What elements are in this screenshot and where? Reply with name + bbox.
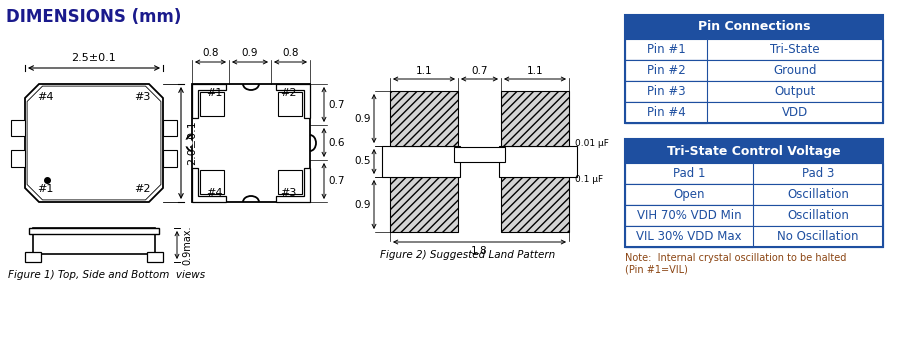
Text: Figure 2) Suggested Land Pattern: Figure 2) Suggested Land Pattern xyxy=(380,250,555,260)
Bar xyxy=(200,170,224,194)
Text: VIL 30% VDD Max: VIL 30% VDD Max xyxy=(636,230,742,243)
Bar xyxy=(625,102,883,123)
Text: 0.1 μF: 0.1 μF xyxy=(575,175,603,184)
Text: 0.9: 0.9 xyxy=(355,199,371,210)
Bar xyxy=(625,163,883,184)
Text: 0.8: 0.8 xyxy=(282,48,299,58)
Text: Tri-State Control Voltage: Tri-State Control Voltage xyxy=(667,145,841,158)
Text: Pin #1: Pin #1 xyxy=(647,43,685,56)
Bar xyxy=(382,146,460,177)
Polygon shape xyxy=(25,84,163,202)
Text: Pad 1: Pad 1 xyxy=(673,167,705,180)
Text: 0.7: 0.7 xyxy=(471,66,488,76)
Text: Note:  Internal crystal oscillation to be halted
(Pin #1=VIL): Note: Internal crystal oscillation to be… xyxy=(625,253,847,275)
Polygon shape xyxy=(192,84,226,118)
Bar xyxy=(625,81,707,102)
Bar xyxy=(163,150,177,167)
Text: 1.8: 1.8 xyxy=(471,246,488,256)
Polygon shape xyxy=(276,84,310,118)
Bar xyxy=(33,228,155,254)
Bar xyxy=(625,139,883,247)
Text: #2: #2 xyxy=(280,88,296,98)
Bar xyxy=(625,81,883,102)
Text: VIH 70% VDD Min: VIH 70% VDD Min xyxy=(637,209,742,222)
Text: Pin Connections: Pin Connections xyxy=(698,21,810,34)
Bar xyxy=(625,60,883,81)
Polygon shape xyxy=(27,86,161,200)
Bar xyxy=(625,184,883,205)
Polygon shape xyxy=(276,168,310,202)
Bar xyxy=(278,170,302,194)
Text: DIMENSIONS (mm): DIMENSIONS (mm) xyxy=(6,8,181,26)
Text: 0.7: 0.7 xyxy=(328,176,345,186)
Text: 1.1: 1.1 xyxy=(416,66,432,76)
Bar xyxy=(625,226,753,247)
Bar xyxy=(625,205,753,226)
Text: Output: Output xyxy=(774,85,815,98)
Text: Open: Open xyxy=(674,188,705,201)
Text: 0.5: 0.5 xyxy=(355,156,371,167)
Bar xyxy=(625,205,883,226)
Text: Pin #4: Pin #4 xyxy=(647,106,685,119)
Text: 2.5±0.1: 2.5±0.1 xyxy=(72,53,117,63)
Bar xyxy=(625,39,707,60)
Bar xyxy=(25,252,41,262)
Bar xyxy=(29,228,159,234)
Bar xyxy=(278,92,302,116)
Text: 0.9: 0.9 xyxy=(242,48,259,58)
Bar xyxy=(192,84,310,202)
Bar xyxy=(454,147,505,162)
Bar xyxy=(625,226,883,247)
Bar xyxy=(625,15,883,123)
Text: #1: #1 xyxy=(206,88,222,98)
Text: 0.8: 0.8 xyxy=(202,48,219,58)
Bar xyxy=(625,39,883,60)
Text: #3: #3 xyxy=(280,188,296,198)
Bar xyxy=(625,102,707,123)
Text: No Oscillation: No Oscillation xyxy=(778,230,858,243)
Text: 0.9: 0.9 xyxy=(355,113,371,124)
Bar xyxy=(625,139,883,163)
Text: #4: #4 xyxy=(37,92,54,102)
Text: Pad 3: Pad 3 xyxy=(802,167,834,180)
Text: Ground: Ground xyxy=(773,64,817,77)
Bar xyxy=(11,150,25,167)
Bar xyxy=(625,15,883,39)
Text: Figure 1) Top, Side and Bottom  views: Figure 1) Top, Side and Bottom views xyxy=(8,270,205,280)
Text: 0.01 μF: 0.01 μF xyxy=(575,139,609,148)
Text: Pin #3: Pin #3 xyxy=(647,85,685,98)
Bar xyxy=(11,119,25,136)
Bar xyxy=(625,60,707,81)
Text: #2: #2 xyxy=(135,184,151,194)
Text: Oscillation: Oscillation xyxy=(787,188,849,201)
Bar xyxy=(625,163,753,184)
Text: 2.0±0.1: 2.0±0.1 xyxy=(187,121,197,166)
Bar xyxy=(163,119,177,136)
Bar xyxy=(390,91,458,146)
Text: 0.9max.: 0.9max. xyxy=(182,225,192,265)
Bar xyxy=(625,184,753,205)
Text: Oscillation: Oscillation xyxy=(787,209,849,222)
Text: Tri-State: Tri-State xyxy=(770,43,820,56)
Bar xyxy=(200,92,224,116)
Text: VDD: VDD xyxy=(782,106,808,119)
Text: #4: #4 xyxy=(206,188,222,198)
Bar xyxy=(499,146,577,177)
Text: 1.1: 1.1 xyxy=(527,66,543,76)
Text: 0.6: 0.6 xyxy=(328,138,345,147)
Polygon shape xyxy=(192,168,226,202)
Bar xyxy=(147,252,163,262)
Text: 0.7: 0.7 xyxy=(328,99,345,110)
Text: #3: #3 xyxy=(135,92,151,102)
Bar xyxy=(501,91,569,146)
Text: Pin #2: Pin #2 xyxy=(647,64,685,77)
Bar xyxy=(390,177,458,232)
Text: #1: #1 xyxy=(37,184,53,194)
Bar xyxy=(501,177,569,232)
